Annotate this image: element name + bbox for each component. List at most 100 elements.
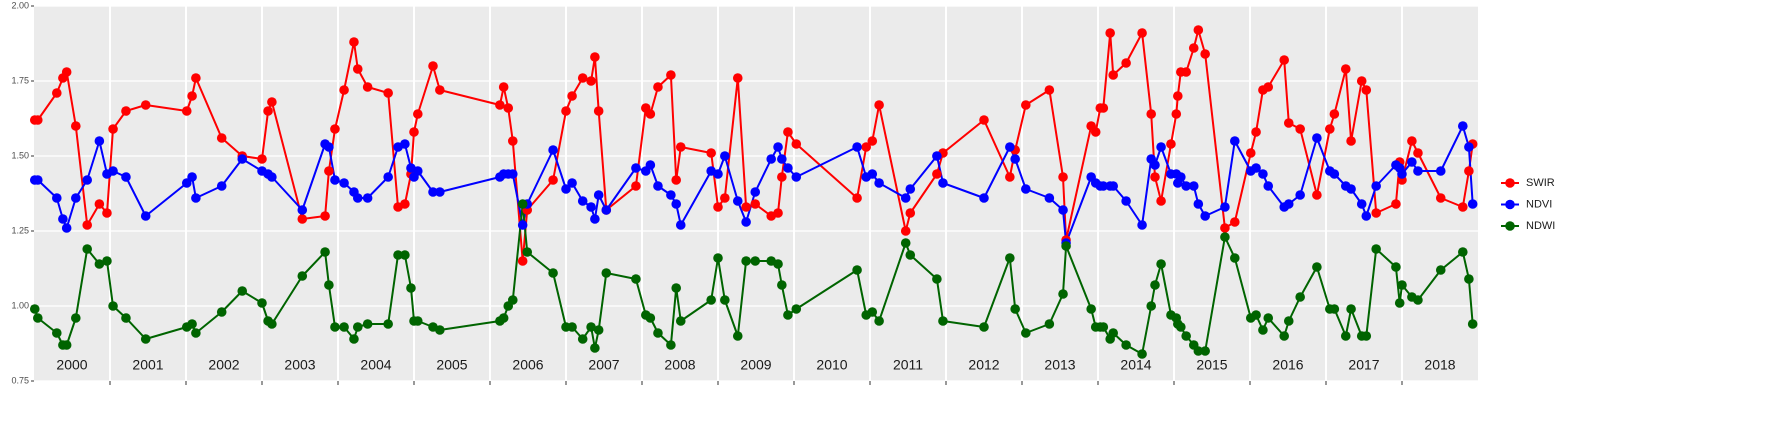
point bbox=[1283, 199, 1294, 209]
point bbox=[330, 124, 340, 134]
point bbox=[905, 250, 916, 260]
point bbox=[1458, 121, 1468, 131]
point bbox=[1188, 181, 1199, 191]
point bbox=[1021, 328, 1031, 338]
point bbox=[861, 142, 871, 152]
point bbox=[1329, 304, 1340, 314]
point bbox=[713, 202, 723, 212]
point bbox=[874, 316, 884, 326]
point bbox=[1258, 325, 1268, 335]
point bbox=[349, 37, 359, 47]
point bbox=[548, 268, 558, 278]
point bbox=[593, 325, 604, 335]
point bbox=[1467, 319, 1478, 329]
point bbox=[1010, 304, 1020, 314]
point bbox=[1010, 154, 1020, 164]
point bbox=[1156, 196, 1166, 206]
point bbox=[1464, 274, 1474, 284]
point bbox=[216, 307, 227, 317]
point bbox=[1279, 331, 1289, 341]
point bbox=[720, 151, 730, 161]
point bbox=[1200, 49, 1210, 59]
point bbox=[94, 136, 105, 146]
point bbox=[577, 196, 588, 206]
point bbox=[1220, 202, 1230, 212]
point bbox=[905, 184, 916, 194]
point bbox=[671, 199, 681, 209]
point bbox=[33, 175, 43, 185]
point bbox=[1435, 193, 1446, 203]
point bbox=[548, 175, 558, 185]
point bbox=[263, 106, 273, 116]
point bbox=[783, 163, 793, 173]
point bbox=[29, 304, 40, 314]
point bbox=[750, 256, 761, 266]
point bbox=[1312, 133, 1322, 143]
point bbox=[413, 109, 423, 119]
point bbox=[1098, 181, 1109, 191]
point bbox=[1108, 181, 1118, 191]
point bbox=[741, 202, 751, 212]
point bbox=[1391, 199, 1401, 209]
point bbox=[121, 313, 131, 323]
point bbox=[577, 334, 588, 344]
point bbox=[1413, 166, 1423, 176]
point bbox=[400, 139, 410, 149]
point bbox=[777, 154, 787, 164]
point bbox=[1245, 148, 1256, 158]
point bbox=[108, 124, 118, 134]
point bbox=[330, 175, 340, 185]
point bbox=[503, 103, 514, 113]
point bbox=[1325, 124, 1335, 134]
point bbox=[1356, 199, 1367, 209]
point bbox=[71, 193, 81, 203]
point bbox=[1150, 280, 1160, 290]
point bbox=[1230, 217, 1240, 227]
point bbox=[1413, 295, 1423, 305]
point bbox=[766, 154, 776, 164]
point bbox=[383, 88, 393, 98]
x-tick-label: 2001 bbox=[132, 357, 163, 373]
point bbox=[187, 319, 197, 329]
point bbox=[773, 142, 783, 152]
point bbox=[1176, 322, 1186, 332]
x-tick-label: 2010 bbox=[816, 357, 847, 373]
point bbox=[1193, 25, 1204, 35]
point bbox=[1458, 202, 1468, 212]
x-tick-label: 2000 bbox=[56, 357, 87, 373]
point bbox=[508, 136, 518, 146]
point bbox=[33, 313, 43, 323]
point bbox=[1263, 82, 1274, 92]
point bbox=[979, 322, 989, 332]
point bbox=[979, 115, 989, 125]
point bbox=[590, 52, 600, 62]
point bbox=[1371, 181, 1381, 191]
point bbox=[1464, 166, 1474, 176]
point bbox=[257, 154, 267, 164]
point bbox=[645, 109, 656, 119]
point bbox=[1086, 304, 1096, 314]
point bbox=[191, 193, 201, 203]
point bbox=[400, 199, 410, 209]
point bbox=[1346, 184, 1356, 194]
point bbox=[1181, 67, 1191, 77]
point bbox=[590, 343, 600, 353]
point bbox=[428, 187, 438, 197]
point bbox=[94, 199, 105, 209]
point bbox=[1283, 316, 1294, 326]
point bbox=[938, 316, 948, 326]
point bbox=[1391, 262, 1401, 272]
point bbox=[324, 280, 334, 290]
point bbox=[867, 136, 878, 146]
point bbox=[324, 142, 334, 152]
point bbox=[867, 307, 878, 317]
point bbox=[216, 133, 227, 143]
point bbox=[508, 169, 518, 179]
point bbox=[1044, 319, 1055, 329]
point bbox=[339, 322, 349, 332]
point bbox=[675, 220, 686, 230]
point bbox=[1121, 58, 1131, 68]
point bbox=[979, 193, 989, 203]
point bbox=[1361, 331, 1372, 341]
point bbox=[653, 181, 663, 191]
